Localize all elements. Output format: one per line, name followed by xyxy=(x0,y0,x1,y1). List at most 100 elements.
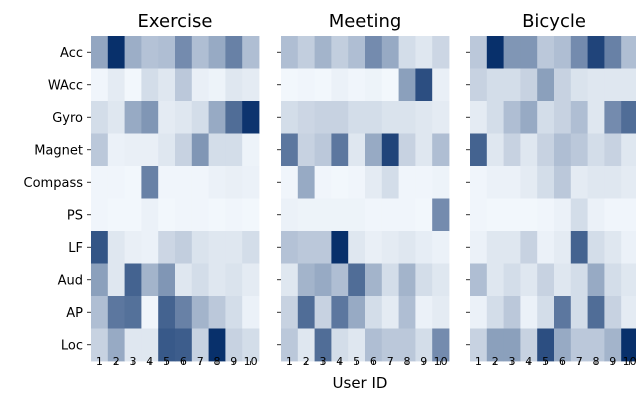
heatmap-cell xyxy=(158,133,176,167)
y-tick-label: Acc xyxy=(60,46,83,61)
heatmap-cell xyxy=(621,231,636,264)
heatmap-cell xyxy=(225,166,243,199)
heatmap-cell xyxy=(191,231,209,264)
heatmap-cell xyxy=(604,101,622,134)
heatmap-cell xyxy=(314,133,332,167)
heatmap-cell xyxy=(175,101,193,134)
heatmap-cell xyxy=(537,36,555,69)
heatmap-cell xyxy=(587,101,605,134)
heatmap-cell xyxy=(208,36,226,69)
heatmap-cell xyxy=(141,166,159,199)
heatmap-cell xyxy=(554,328,572,362)
heatmap-cell xyxy=(470,36,488,69)
x-axis-label: User ID xyxy=(333,374,388,392)
heatmap-cell xyxy=(348,36,366,69)
heatmap-cell xyxy=(587,36,605,69)
heatmap-cell xyxy=(537,68,555,102)
heatmap-cell xyxy=(537,101,555,134)
heatmap-cell xyxy=(365,68,383,102)
heatmap-cell xyxy=(381,166,399,199)
heatmap-cell xyxy=(381,36,399,69)
heatmap-cell xyxy=(331,296,349,329)
y-tick-label: AP xyxy=(66,306,83,321)
heatmap-cell xyxy=(225,231,243,264)
heatmap-cell xyxy=(297,231,315,264)
heatmap-cell xyxy=(570,231,588,264)
heatmap-cell xyxy=(415,166,433,199)
heatmap-cell xyxy=(604,36,622,69)
panel-title: Exercise xyxy=(138,11,213,32)
heatmap-cell xyxy=(470,328,488,362)
heatmap-cell xyxy=(486,263,504,297)
heatmap-cell xyxy=(175,198,193,232)
heatmap-cell xyxy=(314,68,332,102)
heatmap-cell xyxy=(191,328,209,362)
heatmap-cell xyxy=(348,263,366,297)
heatmap-cell xyxy=(621,101,636,134)
heatmap-cell xyxy=(107,198,125,232)
heatmap-cell xyxy=(365,231,383,264)
heatmap-cell xyxy=(381,263,399,297)
heatmap-cell xyxy=(314,198,332,232)
heatmap-cell xyxy=(225,101,243,134)
heatmap-cell xyxy=(158,198,176,232)
heatmap-cell xyxy=(314,296,332,329)
heatmap-cell xyxy=(242,36,260,69)
y-tick-label: LF xyxy=(68,241,83,256)
heatmap-cell xyxy=(281,231,299,264)
heatmap-cell xyxy=(520,296,538,329)
heatmap-cell xyxy=(124,166,142,199)
heatmap-cell xyxy=(587,328,605,362)
heatmap-cell xyxy=(570,263,588,297)
heatmap-cell xyxy=(124,101,142,134)
heatmap-cell xyxy=(570,328,588,362)
heatmap-cell xyxy=(281,263,299,297)
heatmap-cell xyxy=(415,231,433,264)
heatmap-cell xyxy=(587,296,605,329)
heatmap-cell xyxy=(604,328,622,362)
heatmap-cell xyxy=(331,101,349,134)
heatmap-cell xyxy=(175,36,193,69)
heatmap-cell xyxy=(432,68,450,102)
heatmap-cell xyxy=(365,101,383,134)
heatmap-cell xyxy=(381,68,399,102)
heatmap-cell xyxy=(587,231,605,264)
heatmap-cell xyxy=(297,133,315,167)
heatmap-cell xyxy=(281,166,299,199)
heatmap-cell xyxy=(225,133,243,167)
x-tick-label: 7 xyxy=(387,355,394,368)
heatmap-cell xyxy=(107,133,125,167)
heatmap-cell xyxy=(537,328,555,362)
heatmap-cell xyxy=(365,263,383,297)
heatmap-cell xyxy=(520,101,538,134)
heatmap-cell xyxy=(486,101,504,134)
heatmap-cell xyxy=(208,263,226,297)
heatmap-cell xyxy=(415,296,433,329)
heatmap-cell xyxy=(503,166,521,199)
heatmap-cell xyxy=(348,133,366,167)
heatmap-cell xyxy=(331,231,349,264)
x-tick-label: 4 xyxy=(146,355,153,368)
heatmap-cell xyxy=(398,198,416,232)
heatmap-cell xyxy=(604,263,622,297)
heatmap-cell xyxy=(91,328,109,362)
heatmap-cell xyxy=(570,166,588,199)
heatmap-cell xyxy=(432,133,450,167)
x-tick-label: 8 xyxy=(404,355,411,368)
heatmap-cell xyxy=(314,36,332,69)
heatmap-cell xyxy=(415,101,433,134)
heatmap-cell xyxy=(331,198,349,232)
heatmap-cell xyxy=(381,133,399,167)
y-tick-label: Gyro xyxy=(52,111,83,126)
y-tick-label: Aud xyxy=(58,273,83,288)
heatmap-cell xyxy=(415,263,433,297)
heatmap-cell xyxy=(141,296,159,329)
heatmap-cell xyxy=(242,101,260,134)
heatmap-cell xyxy=(470,166,488,199)
heatmap-cell xyxy=(415,328,433,362)
heatmap-cell xyxy=(208,198,226,232)
heatmap-cell xyxy=(297,36,315,69)
heatmap-cell xyxy=(365,296,383,329)
heatmap-cell xyxy=(242,198,260,232)
heatmap-cell xyxy=(470,296,488,329)
